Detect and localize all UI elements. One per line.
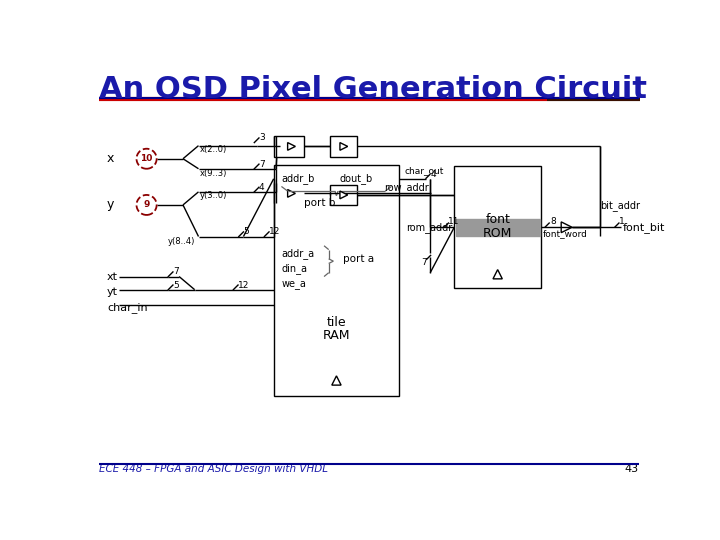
Text: x(2..0): x(2..0) xyxy=(199,145,227,154)
Bar xyxy=(274,184,304,204)
Text: 7: 7 xyxy=(173,267,179,276)
Text: x(9..3): x(9..3) xyxy=(199,169,227,178)
Text: RAM: RAM xyxy=(323,329,350,342)
Circle shape xyxy=(137,148,157,168)
Text: rom_addr: rom_addr xyxy=(406,222,452,233)
Text: char_in: char_in xyxy=(107,302,148,313)
Polygon shape xyxy=(332,376,341,385)
Text: y(8..4): y(8..4) xyxy=(168,238,195,246)
Polygon shape xyxy=(561,222,572,233)
Polygon shape xyxy=(493,269,503,279)
Text: 10: 10 xyxy=(140,154,153,163)
Text: 4: 4 xyxy=(431,170,436,179)
Bar xyxy=(274,165,399,396)
Bar xyxy=(330,185,357,205)
Text: we_a: we_a xyxy=(282,279,306,289)
Text: 7: 7 xyxy=(259,160,265,168)
Text: 7: 7 xyxy=(421,258,427,267)
Text: bit_addr: bit_addr xyxy=(600,200,640,211)
Text: addr_a: addr_a xyxy=(282,248,315,259)
Text: din_a: din_a xyxy=(282,264,307,274)
Polygon shape xyxy=(287,143,295,150)
Bar xyxy=(274,136,304,157)
Text: tile: tile xyxy=(327,316,346,329)
Bar xyxy=(454,166,541,288)
Text: font: font xyxy=(485,213,510,226)
Circle shape xyxy=(137,195,157,215)
Text: row_addr: row_addr xyxy=(384,182,429,193)
Text: dout_b: dout_b xyxy=(340,173,373,184)
Text: font_word: font_word xyxy=(543,229,588,238)
Polygon shape xyxy=(340,143,348,150)
Text: 9: 9 xyxy=(143,200,150,210)
Text: y: y xyxy=(107,198,114,212)
Text: 11: 11 xyxy=(448,217,459,226)
Text: 1: 1 xyxy=(618,217,624,226)
Text: An OSD Pixel Generation Circuit: An OSD Pixel Generation Circuit xyxy=(99,75,647,104)
Text: 5: 5 xyxy=(243,227,249,237)
Bar xyxy=(456,219,539,236)
Text: 8: 8 xyxy=(550,218,556,226)
Polygon shape xyxy=(340,191,348,199)
Text: 3: 3 xyxy=(259,133,265,143)
Polygon shape xyxy=(287,190,295,197)
Text: 5: 5 xyxy=(173,280,179,289)
Text: x: x xyxy=(107,152,114,165)
Bar xyxy=(330,136,357,157)
Text: yt: yt xyxy=(107,287,118,297)
Text: xt: xt xyxy=(107,272,118,281)
Text: port a: port a xyxy=(343,254,374,264)
Text: y(3..0): y(3..0) xyxy=(199,191,227,200)
Text: 12: 12 xyxy=(238,280,249,289)
Text: font_bit: font_bit xyxy=(624,222,665,233)
Text: 43: 43 xyxy=(624,464,639,475)
Text: ROM: ROM xyxy=(483,227,513,240)
Text: ECE 448 – FPGA and ASIC Design with VHDL: ECE 448 – FPGA and ASIC Design with VHDL xyxy=(99,464,328,475)
Text: port b: port b xyxy=(305,198,336,208)
Text: 12: 12 xyxy=(269,227,280,237)
Text: 4: 4 xyxy=(259,183,264,192)
Text: char_out: char_out xyxy=(405,166,444,176)
Text: addr_b: addr_b xyxy=(282,173,315,184)
